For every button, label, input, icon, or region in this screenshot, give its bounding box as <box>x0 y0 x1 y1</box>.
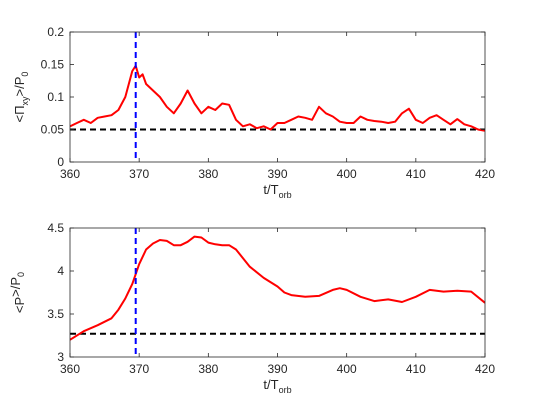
bottom-plot-frame <box>69 227 486 358</box>
top-series-line <box>70 64 485 132</box>
bottom-x-tick-label: 380 <box>198 362 218 376</box>
top-y-axis-label: <Πxy>/P0 <box>12 72 30 123</box>
top-y-tick-label: 0.2 <box>47 25 64 39</box>
top-panel: 360 370 380 390 400 410 420 0 0.05 0.1 0.15 0.2 t/T… <box>12 25 495 200</box>
top-x-tick-label: 410 <box>406 167 426 181</box>
top-plot-frame <box>69 31 486 163</box>
bottom-panel: 360 370 380 390 400 410 420 3 3.5 4 4.5 t/Torb <P>… <box>8 221 495 395</box>
bottom-x-tick-label: 390 <box>267 362 287 376</box>
top-y-tick-label: 0 <box>57 155 64 169</box>
top-x-tick-label: 360 <box>60 167 80 181</box>
top-x-tick-label: 370 <box>129 167 149 181</box>
bottom-y-axis-label-pre: <P <box>12 297 27 313</box>
top-y-tick-label: 0.05 <box>41 123 65 137</box>
bottom-x-tick-label: 420 <box>475 362 495 376</box>
bottom-x-tick-label: 370 <box>129 362 149 376</box>
bottom-y-axis-label-sub2: 0 <box>16 272 26 277</box>
top-y-tick-label: 0.1 <box>47 90 64 104</box>
top-y-axis-label-sub: xy <box>20 96 30 106</box>
top-x-tick-label: 380 <box>198 167 218 181</box>
top-x-axis-label: t/Torb <box>263 182 291 200</box>
top-y-axis-label-sub2: 0 <box>20 72 30 77</box>
top-x-axis-label-sub: orb <box>279 190 292 200</box>
top-x-axis-label-main: t/T <box>263 182 278 197</box>
top-y-tick-label: 0.15 <box>41 58 65 72</box>
bottom-x-tick-label: 400 <box>337 362 357 376</box>
bottom-y-axis-label: <P>/P0 <box>8 272 27 313</box>
bottom-y-tick-label: 3 <box>57 350 64 364</box>
top-y-axis-label-post: >/P <box>12 77 27 97</box>
bottom-x-tick-label: 360 <box>60 362 80 376</box>
bottom-x-axis-label: t/Torb <box>263 377 291 395</box>
bottom-y-tick-label: 4.5 <box>47 221 64 235</box>
bottom-x-tick-label: 410 <box>406 362 426 376</box>
bottom-series-line <box>70 235 485 341</box>
top-x-tick-label: 400 <box>337 167 357 181</box>
top-x-tick-label: 420 <box>475 167 495 181</box>
top-x-tick-label: 390 <box>267 167 287 181</box>
bottom-y-tick-label: 3.5 <box>47 307 64 321</box>
bottom-y-axis-label-post: >/P <box>8 277 23 297</box>
bottom-y-tick-label: 4 <box>57 264 64 278</box>
bottom-x-axis-label-main: t/T <box>263 377 278 392</box>
bottom-x-axis-label-sub: orb <box>279 385 292 395</box>
top-y-axis-label-pre: <Π <box>12 105 27 122</box>
